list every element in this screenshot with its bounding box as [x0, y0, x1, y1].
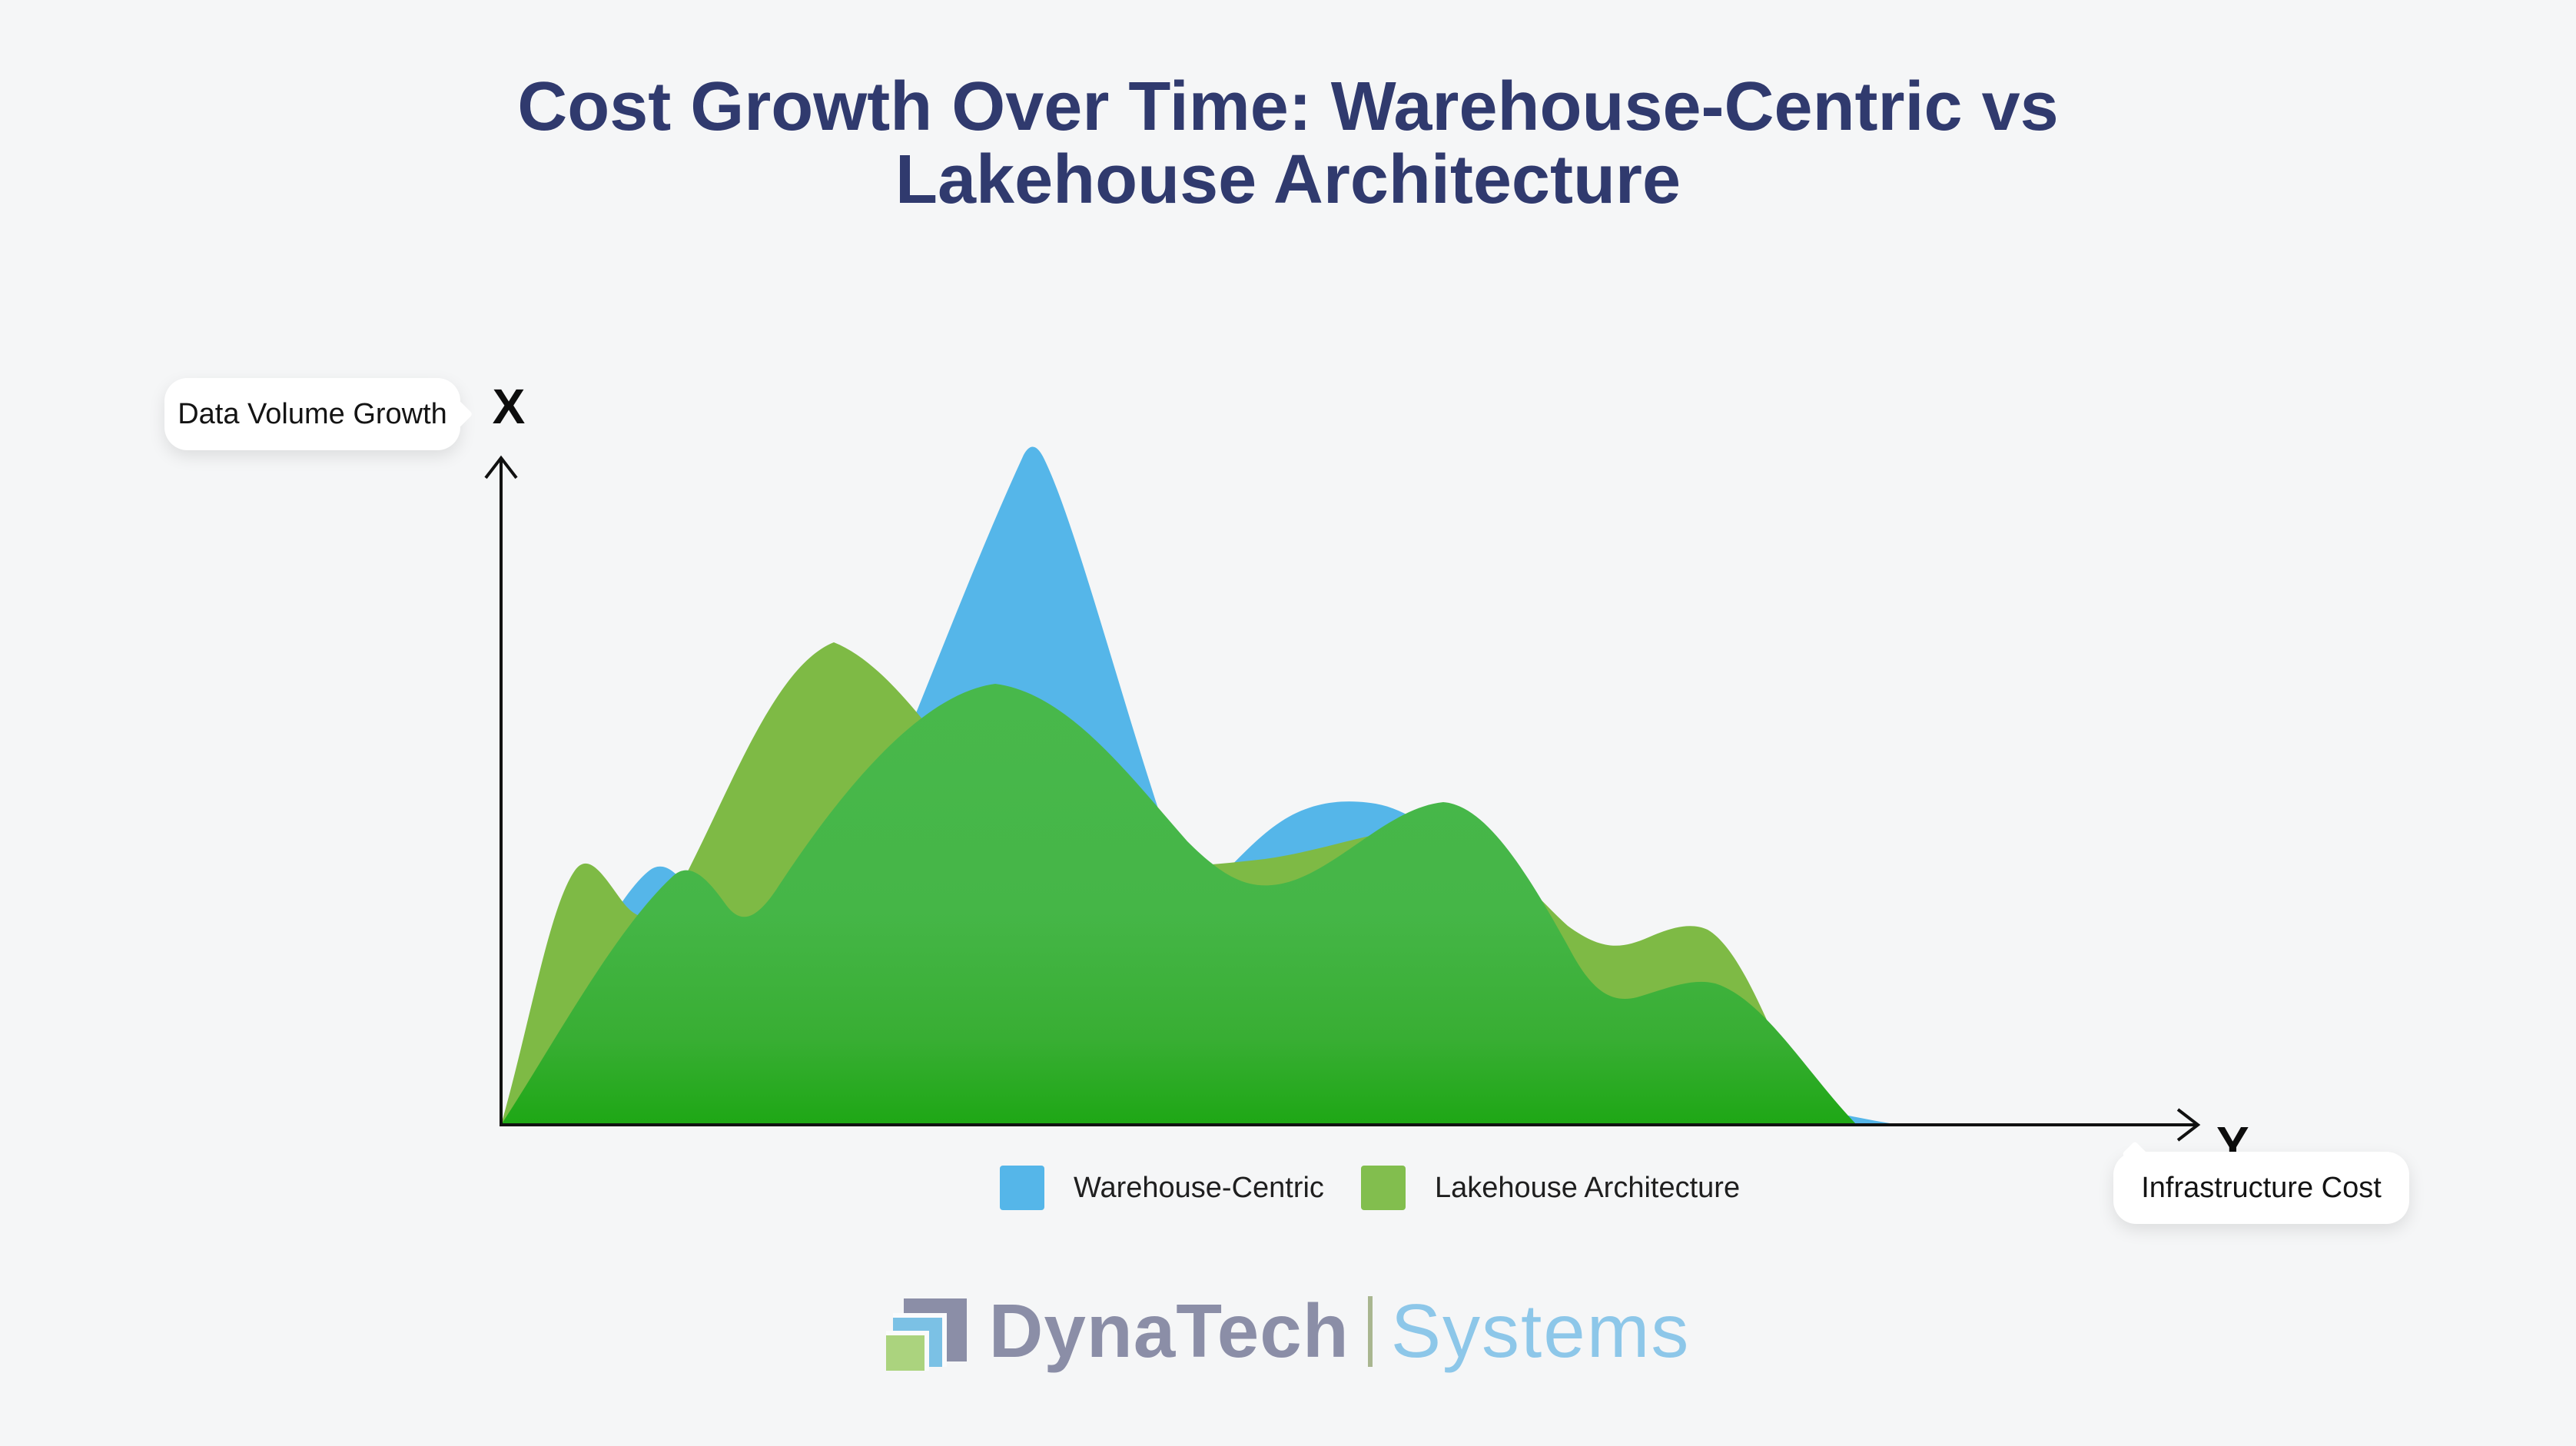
horizontal-axis-annotation-pill: Infrastructure Cost [2113, 1141, 2409, 1224]
legend-item-lakehouse-architecture: Lakehouse Architecture [1360, 1166, 1741, 1210]
horizontal-axis-annotation: Infrastructure Cost [2141, 1171, 2382, 1204]
legend-label: Lakehouse Architecture [1434, 1171, 1741, 1204]
logo-brand-text: DynaTech [988, 1288, 1349, 1373]
company-logo: DynaTech Systems [0, 1288, 2576, 1375]
vertical-axis-annotation-pill: Data Volume Growth [164, 378, 473, 450]
title-line-2: Lakehouse Architecture [895, 141, 1681, 218]
page-title: Cost Growth Over Time: Warehouse-Centric… [0, 71, 2576, 216]
title-line-1: Cost Growth Over Time: Warehouse-Centric… [517, 68, 2059, 145]
chart-legend: Warehouse-Centric Lakehouse Architecture [1000, 1166, 1740, 1210]
logo-mark-icon [885, 1291, 968, 1372]
lakehouse-architecture-swatch-icon [1360, 1166, 1406, 1210]
legend-item-warehouse-centric: Warehouse-Centric [1000, 1166, 1324, 1210]
logo-mark-green-square [885, 1330, 929, 1371]
vertical-axis-annotation: Data Volume Growth [178, 397, 447, 430]
axes [484, 455, 2201, 1142]
vertical-axis-letter: X [492, 379, 526, 434]
horizontal-axis-arrowhead [2176, 1108, 2201, 1142]
logo-separator [1367, 1295, 1373, 1367]
vertical-axis-arrowhead [484, 455, 518, 479]
logo-suffix-text: Systems [1390, 1288, 1691, 1373]
legend-label: Warehouse-Centric [1074, 1171, 1324, 1204]
warehouse-centric-swatch-icon [1000, 1166, 1044, 1210]
lakehouse-front-area [501, 684, 1857, 1125]
